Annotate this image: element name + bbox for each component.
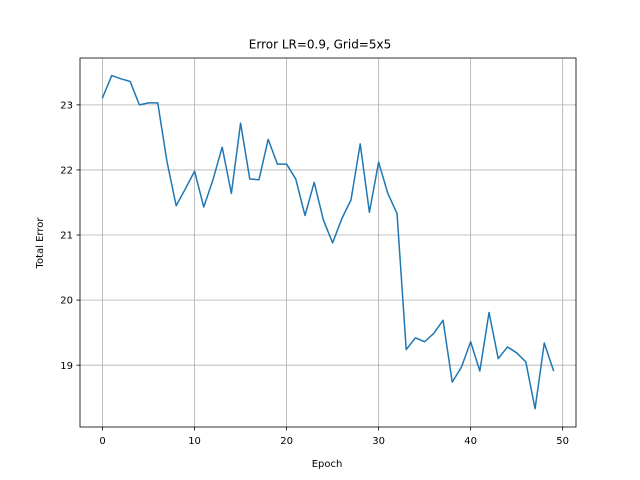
x-axis-label: Epoch [312,459,343,470]
x-tick-label: 20 [280,436,293,447]
y-tick-label: 23 [60,100,73,111]
x-tick-label: 0 [99,436,105,447]
x-tick-label: 10 [188,436,201,447]
x-tick-label: 50 [556,436,569,447]
plot-frame [79,57,577,428]
x-tick-label: 40 [464,436,477,447]
axis-ticks: 0 10 20 30 40 50 19 20 21 22 23 [60,100,569,447]
chart-title: Error LR=0.9, Grid=5x5 [249,38,391,52]
y-tick-label: 19 [60,361,73,372]
series-line [101,74,555,410]
x-tick-label: 30 [372,436,385,447]
y-tick-label: 21 [60,231,73,242]
y-axis-label: Total Error [35,217,46,270]
y-tick-label: 20 [60,296,73,307]
y-tick-label: 22 [60,166,73,177]
grid-lines [80,58,576,427]
series-layer [101,74,555,410]
